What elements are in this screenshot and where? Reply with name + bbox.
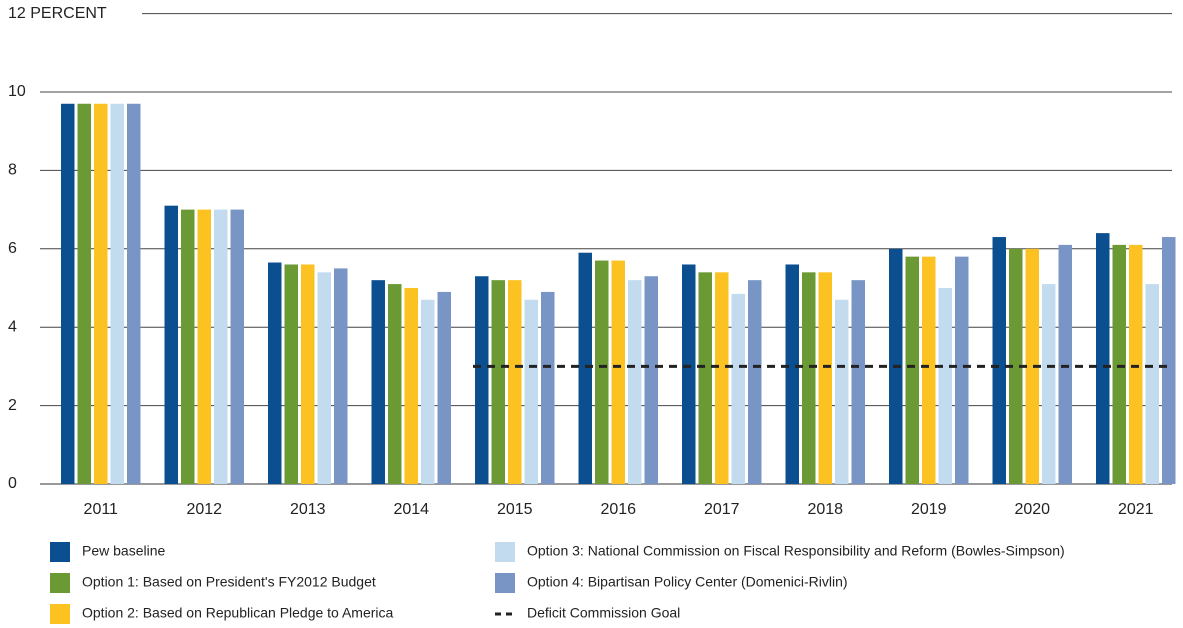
- x-tick-label: 2020: [1014, 501, 1050, 518]
- bar: [955, 256, 969, 484]
- bar: [1096, 233, 1110, 484]
- legend-swatch: [495, 542, 515, 562]
- bar: [835, 299, 849, 484]
- legend-swatch: [50, 573, 70, 593]
- bar: [748, 280, 762, 484]
- y-tick-label: 8: [8, 162, 17, 179]
- bar: [1042, 284, 1056, 484]
- y-tick-label: 0: [8, 475, 17, 492]
- y-tick-label: 12 PERCENT: [8, 5, 107, 22]
- y-tick-label: 4: [8, 318, 17, 335]
- y-tick-label: 2: [8, 397, 17, 414]
- bar: [1025, 248, 1039, 484]
- x-tick-label: 2017: [704, 501, 740, 518]
- bar: [1145, 284, 1159, 484]
- bar: [388, 284, 402, 484]
- legend-label: Option 2: Based on Republican Pledge to …: [82, 605, 394, 621]
- legend-label: Deficit Commission Goal: [527, 605, 680, 621]
- bar: [938, 288, 952, 484]
- legend-label: Option 3: National Commission on Fiscal …: [527, 543, 1065, 559]
- bar: [715, 272, 729, 484]
- bar: [785, 264, 799, 484]
- bar: [524, 299, 538, 484]
- bar: [214, 209, 228, 484]
- bar: [268, 262, 282, 484]
- x-tick-label: 2013: [290, 501, 326, 518]
- bar: [818, 272, 832, 484]
- legend-label: Pew baseline: [82, 543, 165, 559]
- x-tick-label: 2018: [807, 501, 843, 518]
- bar: [197, 209, 211, 484]
- bar: [317, 272, 331, 484]
- legend-label: Option 4: Bipartisan Policy Center (Dome…: [527, 574, 848, 590]
- bar: [802, 272, 816, 484]
- bar: [491, 280, 505, 484]
- bar: [628, 280, 642, 484]
- bar: [421, 299, 435, 484]
- bar: [1129, 244, 1143, 484]
- legend-swatch: [495, 573, 515, 593]
- bar: [1009, 248, 1023, 484]
- y-tick-label: 6: [8, 240, 17, 257]
- bar: [437, 291, 451, 484]
- bar: [992, 237, 1006, 484]
- bar: [127, 103, 141, 484]
- bar: [404, 288, 418, 484]
- bar: [611, 260, 625, 484]
- bar: [110, 103, 124, 484]
- bar: [922, 256, 936, 484]
- bar: [508, 280, 522, 484]
- bar: [475, 276, 489, 484]
- bar: [1162, 237, 1176, 484]
- bar: [284, 264, 298, 484]
- x-tick-label: 2012: [186, 501, 222, 518]
- bar: [1058, 244, 1072, 484]
- y-tick-label: 10: [8, 83, 26, 100]
- bar: [230, 209, 244, 484]
- bar: [301, 264, 315, 484]
- x-tick-label: 2016: [600, 501, 636, 518]
- bar: [851, 280, 865, 484]
- bar: [595, 260, 609, 484]
- legend-label: Option 1: Based on President's FY2012 Bu…: [82, 574, 376, 590]
- bar: [94, 103, 108, 484]
- bar: [371, 280, 385, 484]
- x-tick-label: 2021: [1118, 501, 1154, 518]
- bar: [578, 252, 592, 484]
- bar: [77, 103, 91, 484]
- bar: [682, 264, 696, 484]
- bar: [61, 103, 75, 484]
- bar: [905, 256, 919, 484]
- legend-swatch: [50, 604, 70, 624]
- legend-swatch: [50, 542, 70, 562]
- bar: [731, 293, 745, 484]
- bar: [181, 209, 195, 484]
- bar: [164, 205, 178, 484]
- x-tick-label: 2019: [911, 501, 947, 518]
- x-tick-label: 2011: [84, 501, 119, 518]
- bar: [1112, 244, 1126, 484]
- x-tick-label: 2015: [497, 501, 533, 518]
- bar: [698, 272, 712, 484]
- bar: [644, 276, 658, 484]
- x-tick-label: 2014: [393, 501, 429, 518]
- bar: [541, 291, 555, 484]
- bar: [334, 268, 348, 484]
